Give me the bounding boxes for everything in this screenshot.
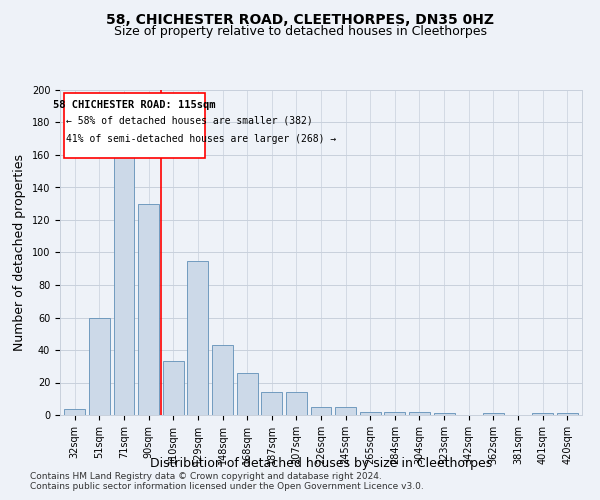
Bar (483, 414, 504, 415)
Bar (360, 412, 381, 415)
Bar (385, 412, 406, 415)
Text: ← 58% of detached houses are smaller (382): ← 58% of detached houses are smaller (38… (66, 116, 313, 126)
Bar (64, 408, 85, 415)
Bar (557, 414, 578, 415)
Y-axis label: Number of detached properties: Number of detached properties (13, 154, 26, 351)
Bar (212, 345, 233, 415)
Text: Contains public sector information licensed under the Open Government Licence v3: Contains public sector information licen… (30, 482, 424, 491)
Bar (409, 412, 430, 415)
Bar (64, 93, 205, 158)
Bar (286, 392, 307, 415)
Text: Size of property relative to detached houses in Cleethorpes: Size of property relative to detached ho… (113, 25, 487, 38)
Bar (138, 204, 159, 415)
Bar (311, 407, 331, 415)
Bar (187, 260, 208, 415)
Text: 58, CHICHESTER ROAD, CLEETHORPES, DN35 0HZ: 58, CHICHESTER ROAD, CLEETHORPES, DN35 0… (106, 12, 494, 26)
Text: 41% of semi-detached houses are larger (268) →: 41% of semi-detached houses are larger (… (66, 134, 337, 143)
Bar (113, 147, 134, 415)
Bar (335, 407, 356, 415)
Bar (163, 362, 184, 415)
Bar (261, 392, 282, 415)
Text: Distribution of detached houses by size in Cleethorpes: Distribution of detached houses by size … (150, 458, 492, 470)
Bar (532, 414, 553, 415)
Text: 58 CHICHESTER ROAD: 115sqm: 58 CHICHESTER ROAD: 115sqm (53, 100, 216, 110)
Bar (434, 414, 455, 415)
Text: Contains HM Land Registry data © Crown copyright and database right 2024.: Contains HM Land Registry data © Crown c… (30, 472, 382, 481)
Bar (89, 318, 110, 415)
Bar (236, 373, 257, 415)
